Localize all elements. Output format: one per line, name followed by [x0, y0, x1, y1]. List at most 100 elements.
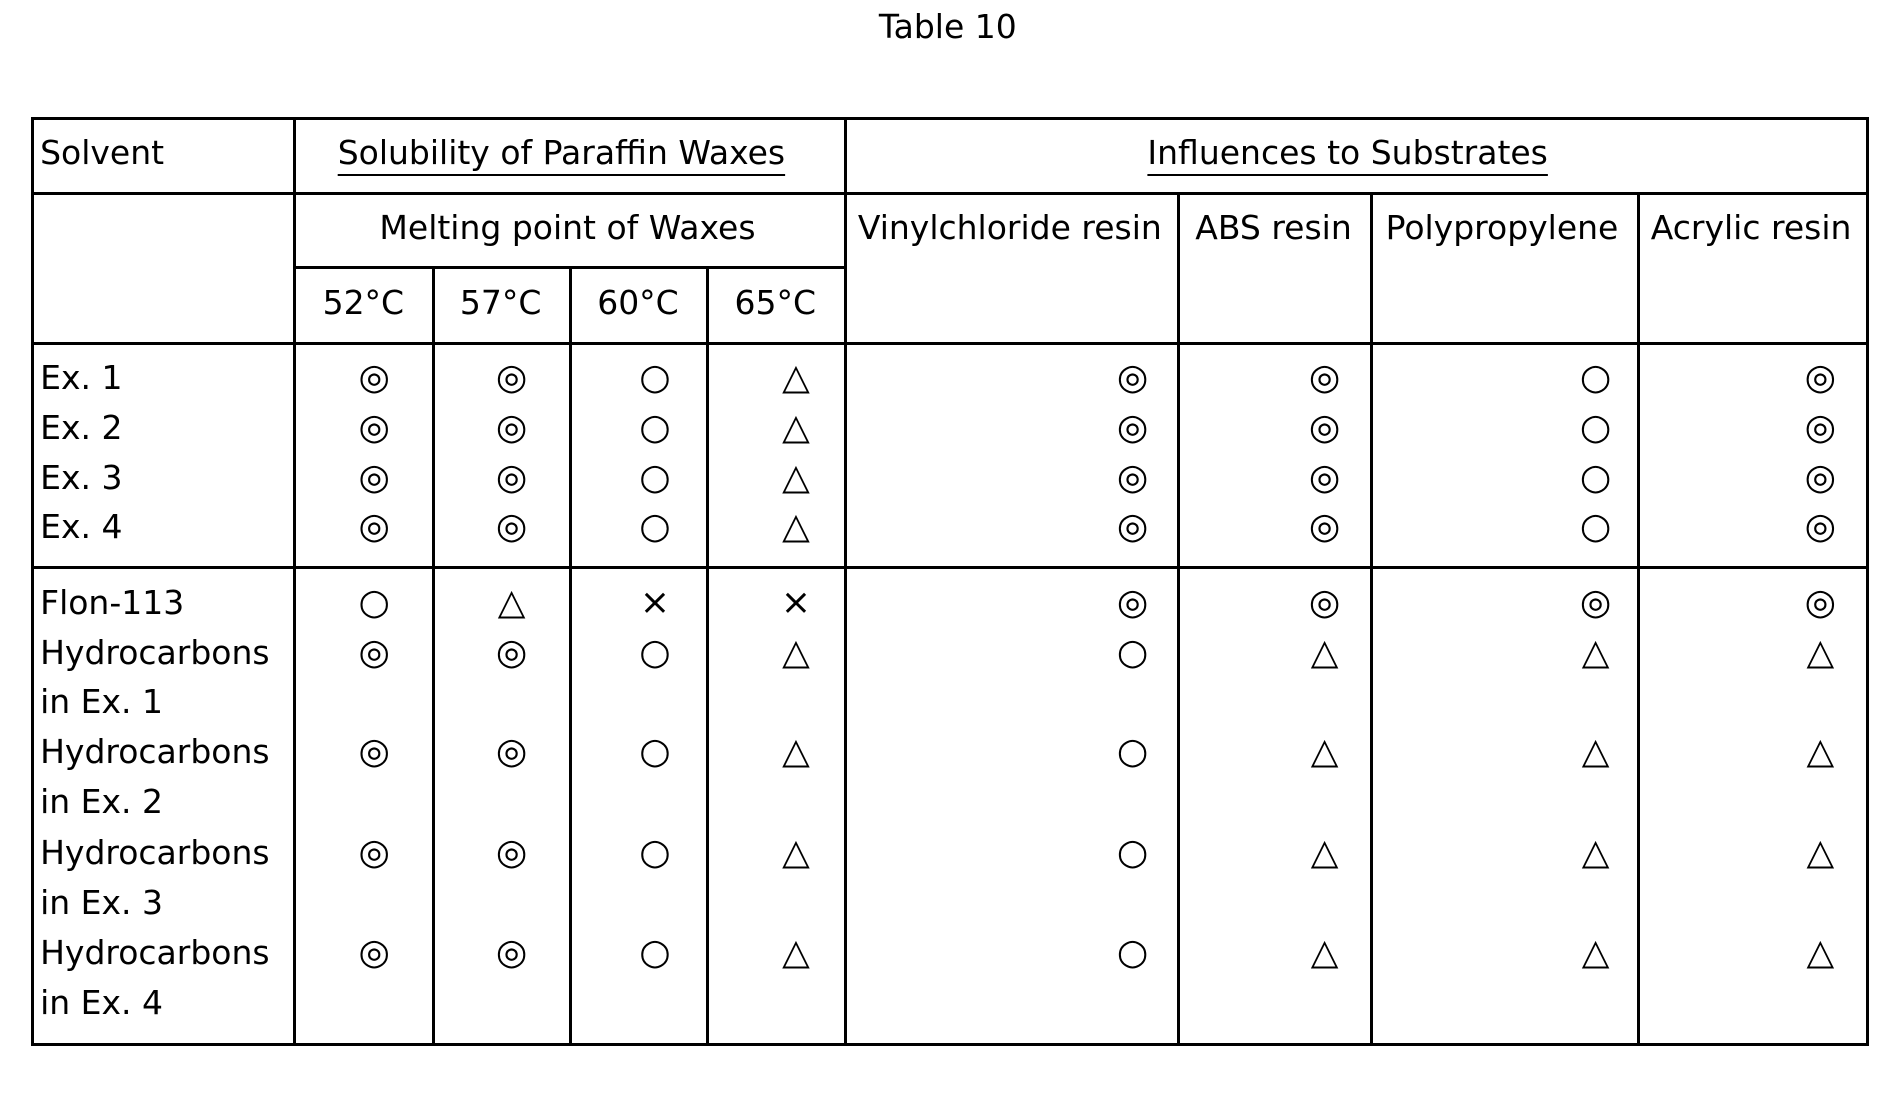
cell-symbol: ○ [1580, 403, 1611, 453]
row-label: Hydrocarbons in Ex. 1 [40, 628, 290, 728]
cell-symbol: ◎ [1117, 353, 1148, 403]
header-cell: 57°C [460, 278, 542, 328]
cell-symbol: ◎ [1309, 453, 1340, 503]
row-label: Ex. 4 [40, 502, 122, 552]
h-line [31, 566, 1869, 569]
cell-symbol: △ [1311, 628, 1339, 678]
cell-symbol: ◎ [1309, 403, 1340, 453]
cell-symbol: ○ [639, 628, 670, 678]
cell-symbol: ◎ [1805, 403, 1836, 453]
cell-symbol: △ [1807, 828, 1835, 878]
cell-symbol: ○ [1117, 928, 1148, 978]
cell-symbol: ◎ [1805, 502, 1836, 552]
h-line [31, 342, 1869, 345]
v-line [1177, 192, 1180, 1046]
title: Table 10 [879, 2, 1017, 52]
cell-symbol: ○ [1580, 353, 1611, 403]
cell-symbol: ◎ [1117, 502, 1148, 552]
cell-symbol: ◎ [359, 403, 390, 453]
cell-symbol: △ [782, 928, 810, 978]
v-line [1866, 117, 1869, 1046]
cell-symbol: ◎ [359, 453, 390, 503]
cell-symbol: ◎ [1309, 353, 1340, 403]
cell-symbol: ◎ [359, 727, 390, 777]
cell-symbol: △ [1311, 727, 1339, 777]
cell-symbol: ○ [359, 578, 390, 628]
v-line [432, 266, 435, 1046]
cell-symbol: △ [1582, 727, 1610, 777]
row-label: Ex. 1 [40, 353, 122, 403]
cell-symbol: ◎ [1117, 403, 1148, 453]
v-line [293, 117, 296, 1046]
cell-symbol: ○ [639, 828, 670, 878]
cell-symbol: ◎ [1805, 453, 1836, 503]
cell-symbol: × [640, 578, 670, 628]
cell-symbol: ◎ [496, 353, 527, 403]
row-label: Hydrocarbons in Ex. 3 [40, 828, 290, 928]
v-line [569, 266, 572, 1046]
cell-symbol: ◎ [359, 928, 390, 978]
cell-symbol: △ [1582, 928, 1610, 978]
cell-symbol: △ [1311, 828, 1339, 878]
v-line [31, 117, 34, 1046]
cell-symbol: ○ [639, 727, 670, 777]
cell-symbol: △ [1311, 928, 1339, 978]
cell-symbol: ○ [639, 353, 670, 403]
v-line [1370, 192, 1373, 1046]
cell-symbol: ○ [639, 403, 670, 453]
cell-symbol: △ [782, 453, 810, 503]
cell-symbol: △ [1807, 628, 1835, 678]
cell-symbol: △ [498, 578, 526, 628]
header-cell: Influences to Substrates [1147, 128, 1547, 178]
row-label: Hydrocarbons in Ex. 4 [40, 928, 290, 1028]
cell-symbol: ○ [1580, 502, 1611, 552]
header-cell: Polypropylene [1386, 203, 1619, 253]
cell-symbol: ◎ [359, 353, 390, 403]
header-cell: ABS resin [1195, 203, 1352, 253]
cell-symbol: ◎ [359, 828, 390, 878]
cell-symbol: ○ [1117, 828, 1148, 878]
cell-symbol: ○ [639, 928, 670, 978]
cell-symbol: ○ [1580, 453, 1611, 503]
cell-symbol: △ [1807, 928, 1835, 978]
cell-symbol: △ [782, 727, 810, 777]
cell-symbol: △ [782, 502, 810, 552]
cell-symbol: ◎ [1580, 578, 1611, 628]
header-cell: Acrylic resin [1651, 203, 1852, 253]
cell-symbol: ○ [1117, 628, 1148, 678]
v-line [706, 266, 709, 1046]
cell-symbol: ◎ [359, 502, 390, 552]
cell-symbol: ◎ [496, 628, 527, 678]
cell-symbol: ○ [639, 502, 670, 552]
cell-symbol: ◎ [359, 628, 390, 678]
row-label: Ex. 2 [40, 403, 122, 453]
header-cell: Solvent [40, 128, 164, 178]
cell-symbol: ○ [639, 453, 670, 503]
header-cell: Vinylchloride resin [858, 203, 1162, 253]
v-line [1637, 192, 1640, 1046]
cell-symbol: ◎ [1117, 578, 1148, 628]
row-label: Hydrocarbons in Ex. 2 [40, 727, 290, 827]
row-label: Ex. 3 [40, 453, 122, 503]
cell-symbol: ◎ [1805, 578, 1836, 628]
cell-symbol: △ [1582, 628, 1610, 678]
cell-symbol: ◎ [496, 453, 527, 503]
header-cell: 60°C [597, 278, 679, 328]
cell-symbol: ◎ [1117, 453, 1148, 503]
cell-symbol: ◎ [496, 727, 527, 777]
v-line [844, 117, 847, 1046]
cell-symbol: △ [1807, 727, 1835, 777]
header-cell: 65°C [735, 278, 817, 328]
cell-symbol: ◎ [496, 928, 527, 978]
cell-symbol: ◎ [1309, 578, 1340, 628]
h-line [31, 1043, 1869, 1046]
cell-symbol: △ [782, 828, 810, 878]
cell-symbol: △ [1582, 828, 1610, 878]
h-line [31, 117, 1869, 120]
header-cell: 52°C [323, 278, 405, 328]
header-cell: Solubility of Paraffin Waxes [338, 128, 785, 178]
cell-symbol: ◎ [1309, 502, 1340, 552]
row-label: Flon-113 [40, 578, 184, 628]
cell-symbol: ◎ [496, 403, 527, 453]
